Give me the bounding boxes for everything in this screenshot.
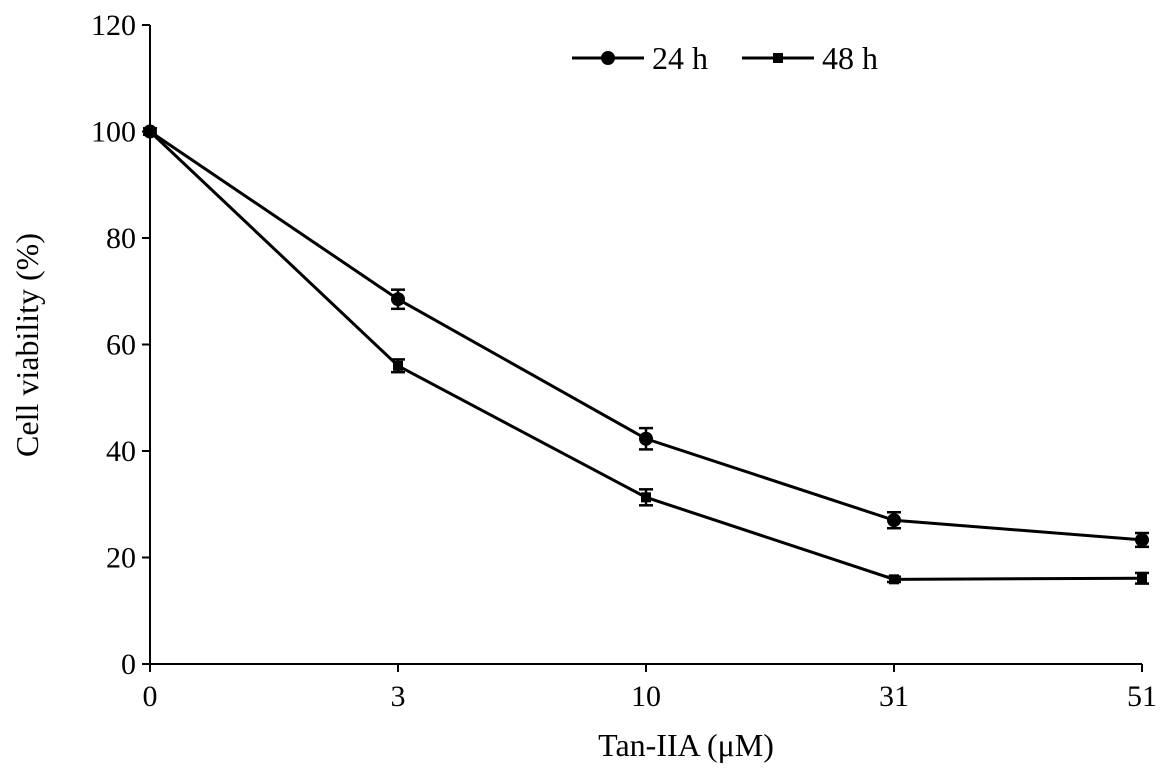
x-tick-label: 10	[631, 680, 661, 713]
y-tick-label: 40	[106, 435, 136, 468]
data-point	[887, 513, 901, 528]
x-tick-label: 0	[143, 680, 158, 713]
legend-label: 48 h	[822, 40, 878, 76]
series-layer	[143, 124, 1149, 585]
y-tick-label: 100	[91, 116, 136, 149]
y-tick-label: 0	[121, 648, 136, 681]
y-axis-title: Cell viability (%)	[9, 233, 45, 457]
x-axis-title: Tan-IIA (μM)	[598, 727, 774, 763]
series-line	[148, 130, 1143, 581]
y-tick-label: 20	[106, 542, 136, 575]
legend-label: 24 h	[652, 40, 708, 76]
y-ticks: 0 20 40 60 80 100 120	[91, 9, 150, 681]
series-2	[143, 126, 1149, 585]
x-ticks: 0 3 10 31 51	[143, 664, 1157, 713]
x-tick-label: 51	[1127, 680, 1157, 713]
data-point	[639, 431, 653, 446]
data-point	[145, 126, 155, 137]
series-1	[143, 124, 1149, 549]
data-point	[1137, 573, 1147, 584]
legend-marker	[601, 51, 615, 65]
data-point	[1135, 532, 1149, 547]
legend-marker	[773, 53, 783, 63]
y-tick-label: 80	[106, 222, 136, 255]
x-tick-label: 3	[391, 680, 406, 713]
data-point	[889, 574, 899, 585]
axes	[149, 25, 1142, 665]
data-point	[391, 292, 405, 307]
data-point	[641, 492, 651, 503]
y-tick-label: 60	[106, 329, 136, 362]
legend-entry: 24 h	[572, 40, 708, 76]
legend: 24 h 48 h	[572, 40, 878, 76]
y-tick-label: 120	[91, 9, 136, 42]
legend-entry: 48 h	[742, 40, 878, 76]
data-point	[393, 360, 403, 371]
series-line	[149, 130, 1143, 542]
x-tick-label: 31	[879, 680, 909, 713]
